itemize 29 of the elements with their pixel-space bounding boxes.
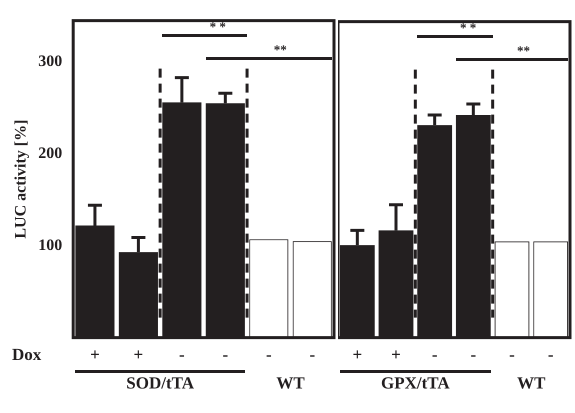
annotation: **	[274, 42, 287, 57]
significance-bracket: * *	[417, 20, 493, 38]
y-tick-label: 100	[38, 236, 62, 254]
x-tick-label: +	[391, 345, 401, 364]
x-tick-label: +	[134, 345, 144, 364]
text: GPX/tTA	[381, 373, 450, 392]
x-tick-label: -	[266, 345, 272, 364]
y-tick-label: 200	[38, 144, 62, 162]
x-tick-label: -	[470, 345, 476, 364]
y-tick-label: 300	[38, 53, 62, 70]
annotation: * *	[460, 20, 476, 35]
annotation: * *	[210, 18, 226, 34]
x-tick-label: -	[222, 345, 228, 364]
significance-bracket: **	[456, 44, 568, 62]
text: SOD/tTA	[126, 373, 195, 392]
x-tick-label: +	[90, 345, 100, 364]
significance-bracket: **	[206, 42, 332, 60]
x-tick-label: -	[309, 345, 316, 364]
annotation: **	[516, 42, 530, 58]
x-tick-label: -	[179, 345, 186, 364]
y-axis-title: LUC activity [%]	[12, 120, 30, 239]
x-tick-label: +	[352, 345, 362, 364]
text: WT	[517, 373, 546, 392]
x-tick-label: -	[548, 345, 554, 364]
x-tick-label: -	[432, 345, 438, 364]
x-tick-label: -	[509, 345, 516, 364]
significance-bracket: * *	[162, 20, 248, 38]
text: Dox	[12, 344, 42, 364]
text: WT	[276, 373, 306, 392]
